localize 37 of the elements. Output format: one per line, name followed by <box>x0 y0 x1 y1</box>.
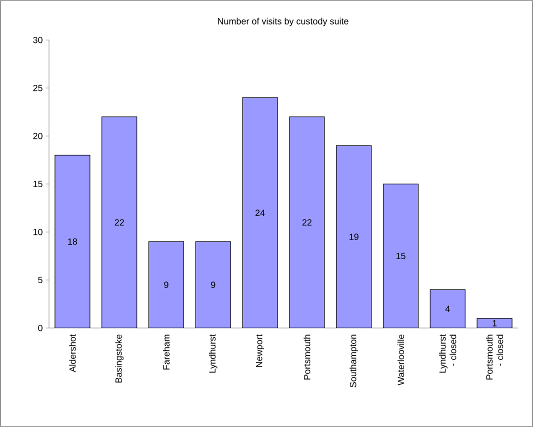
data-label: 24 <box>256 210 265 216</box>
y-tick-label: 10 <box>33 228 42 236</box>
bar <box>430 289 466 328</box>
x-tick-label: Newport <box>256 334 264 367</box>
x-tick-label: Lyndhurst <box>208 334 218 373</box>
bar <box>195 241 231 328</box>
x-tick-label: Basingstoke <box>115 334 124 382</box>
data-label: 18 <box>68 238 78 245</box>
bar <box>336 145 372 328</box>
data-label: 19 <box>350 234 358 240</box>
y-tick-label: 15 <box>33 180 42 188</box>
x-tick-label: Aldershot <box>69 334 76 372</box>
x-tick-label: Fareham <box>162 334 170 370</box>
data-label: 9 <box>164 282 168 288</box>
data-label: 22 <box>114 219 124 226</box>
data-label: 15 <box>396 252 406 260</box>
x-tick-label: Portsmouth <box>304 334 310 380</box>
bar <box>54 154 90 328</box>
data-label: 22 <box>302 219 312 226</box>
bar <box>102 116 138 328</box>
y-tick-label: 5 <box>38 276 42 284</box>
data-label: 4 <box>445 306 450 312</box>
bar <box>289 116 325 328</box>
y-tick-label: 25 <box>33 84 42 92</box>
bar <box>148 241 184 328</box>
data-label: 9 <box>211 282 216 288</box>
bar <box>382 184 419 328</box>
y-tick-label: 0 <box>38 324 42 332</box>
x-tick-label: Waterlooville <box>397 334 404 386</box>
x-tick-label: Lyndhurst - closed <box>439 334 456 373</box>
bar <box>242 97 278 328</box>
y-tick-label: 20 <box>33 132 42 140</box>
chart-title: Number of visits by custody suite <box>218 18 348 26</box>
x-tick-label: Portsmouth - closed <box>486 334 504 380</box>
data-label: 1 <box>492 320 497 326</box>
y-tick-label: 30 <box>33 36 42 44</box>
x-tick-label: Southampton <box>350 334 358 388</box>
